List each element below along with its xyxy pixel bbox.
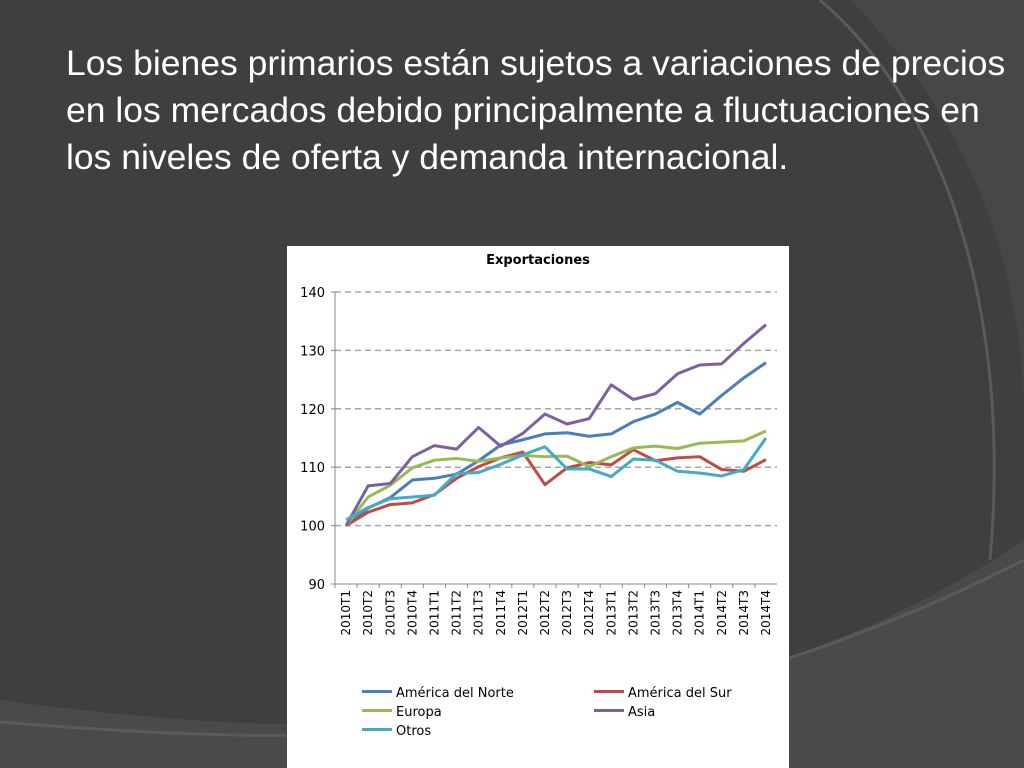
x-tick-label: 2012T2 <box>538 590 552 636</box>
x-tick-label: 2013T3 <box>648 590 662 636</box>
chart-title: Exportaciones <box>486 253 590 268</box>
x-tick-label: 2014T3 <box>737 590 751 636</box>
legend-item: Otros <box>362 724 431 742</box>
legend-swatch <box>362 709 392 712</box>
legend-swatch <box>594 709 624 712</box>
legend-item: América del Sur <box>594 686 732 704</box>
y-tick-label: 100 <box>300 520 325 535</box>
legend-label: Asia <box>628 705 656 720</box>
series-line-america-del-norte <box>345 361 767 527</box>
chart-legend: América del Norte América del Sur Europa As… <box>362 686 782 746</box>
legend-swatch <box>362 690 392 693</box>
x-tick-label: 2010T2 <box>361 590 375 636</box>
x-tick-label: 2014T2 <box>715 590 729 636</box>
x-tick-label: 2012T4 <box>582 590 596 636</box>
legend-item: Europa <box>362 705 442 723</box>
legend-swatch <box>362 728 392 731</box>
legend-swatch <box>594 690 624 693</box>
x-tick-label: 2014T4 <box>759 590 773 636</box>
series-line-otros <box>345 437 768 522</box>
y-tick-label: 140 <box>300 286 325 301</box>
x-tick-label: 2014T1 <box>693 590 707 636</box>
x-tick-label: 2010T1 <box>339 590 353 636</box>
x-tick-label: 2011T2 <box>450 590 464 636</box>
x-tick-label: 2010T4 <box>405 590 419 636</box>
y-tick-label: 90 <box>308 578 325 593</box>
x-tick-label: 2013T2 <box>626 590 640 636</box>
legend-item: América del Norte <box>362 686 514 704</box>
legend-label: América del Sur <box>628 686 732 701</box>
chart-plot: 90 100 110 120 130 140 2010T1 2010T2 2010T3 2010T… <box>300 286 777 636</box>
y-tick-label: 120 <box>300 403 325 418</box>
series-line-asia <box>344 323 767 527</box>
x-tick-label: 2013T1 <box>604 590 618 636</box>
legend-label: América del Norte <box>396 686 514 701</box>
series-line-europa <box>344 429 767 527</box>
series-line-america-del-sur <box>345 448 767 527</box>
x-tick-label: 2011T1 <box>427 590 441 636</box>
y-tick-label: 110 <box>300 461 325 476</box>
chart-panel: 90 100 110 120 130 140 2010T1 2010T2 2010T3 2010T… <box>287 246 789 768</box>
legend-label: Europa <box>396 705 442 720</box>
legend-item: Asia <box>594 705 655 723</box>
x-tick-label: 2010T3 <box>383 590 397 636</box>
legend-label: Otros <box>396 724 432 739</box>
y-tick-label: 130 <box>300 344 325 359</box>
x-tick-label: 2012T3 <box>560 590 574 636</box>
x-tick-label: 2011T3 <box>472 590 486 636</box>
x-tick-label: 2012T1 <box>516 590 530 636</box>
x-tick-label: 2013T4 <box>671 590 685 636</box>
x-tick-label: 2011T4 <box>494 590 508 636</box>
slide-body-text: Los bienes primarios están sujetos a var… <box>66 43 1006 177</box>
